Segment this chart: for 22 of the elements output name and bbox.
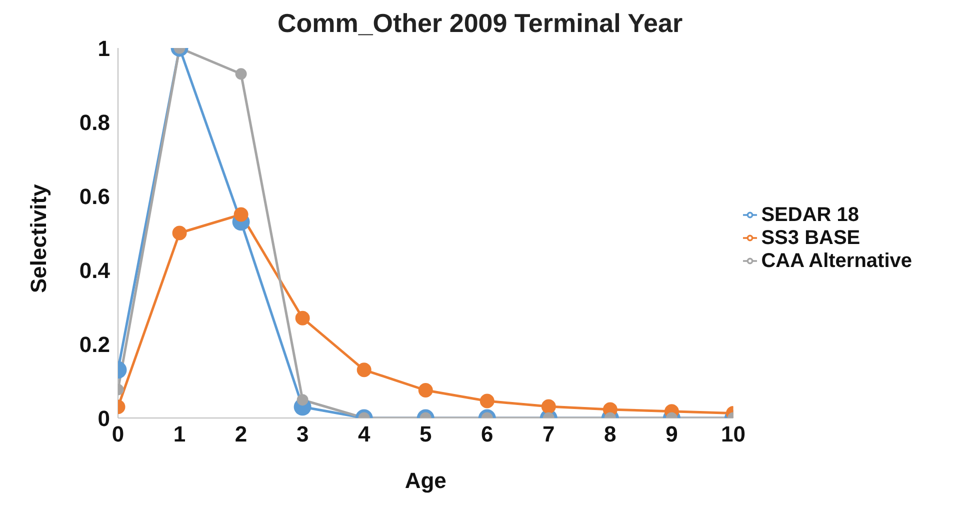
x-tick-label: 1 xyxy=(173,422,186,447)
y-tick-label: 0 xyxy=(98,406,110,431)
legend-label: SS3 BASE xyxy=(761,226,860,248)
x-tick-label: 4 xyxy=(358,422,371,447)
y-tick-label: 0.6 xyxy=(79,184,110,209)
x-tick-label: 6 xyxy=(481,422,494,447)
y-tick-label: 0.8 xyxy=(79,110,110,135)
y-tick-label: 0.4 xyxy=(79,258,111,283)
y-axis-title: Selectivity xyxy=(26,183,51,293)
x-tick-label: 10 xyxy=(720,422,746,447)
legend-label: SEDAR 18 xyxy=(761,204,860,226)
x-tick-label: 5 xyxy=(419,422,432,447)
y-tick-label: 1 xyxy=(98,36,110,61)
legend-label: CAA Alternative xyxy=(761,250,912,272)
x-tick-label: 8 xyxy=(604,422,616,447)
x-tick-label: 7 xyxy=(542,422,555,447)
x-axis-title: Age xyxy=(404,468,446,493)
x-tick-label: 3 xyxy=(296,422,309,447)
x-tick-label: 9 xyxy=(666,422,678,447)
chart-title: Comm_Other 2009 Terminal Year xyxy=(277,8,683,38)
x-tick-label: 2 xyxy=(234,422,248,447)
y-tick-label: 0.2 xyxy=(79,332,110,357)
